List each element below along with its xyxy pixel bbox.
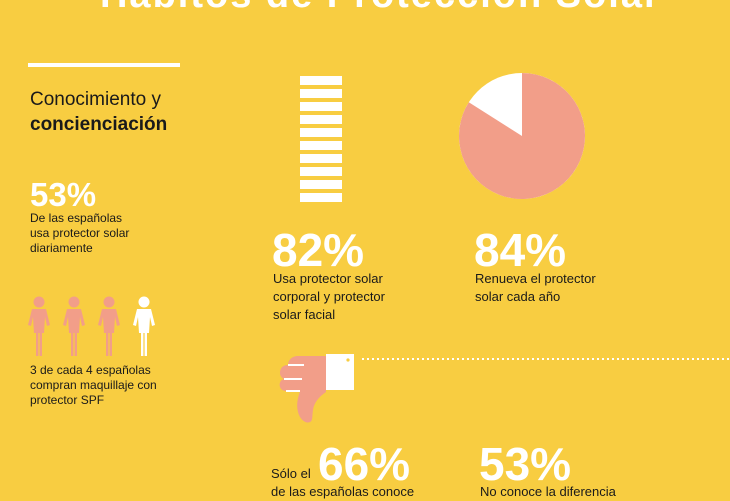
page-title: Hábitos de Protección Solar (100, 0, 659, 17)
makeup-stat-text: 3 de cada 4 españolas compran maquillaje… (30, 363, 157, 408)
body-face-text-line1: Usa protector solar (273, 271, 383, 286)
makeup-text-line1: 3 de cada 4 españolas (30, 363, 151, 377)
section-title-line2: concienciación (30, 114, 168, 135)
body-face-stat-value: 82% (272, 224, 365, 276)
knows-stat-value: 66% (318, 438, 411, 490)
knows-prefix: Sólo el (271, 466, 311, 481)
daily-text-line1: De las españolas (30, 211, 123, 225)
woman-icon (63, 296, 85, 356)
pie-chart-icon (459, 73, 585, 199)
body-face-stat-text: Usa protector solar corporal y protector… (273, 270, 385, 324)
section-title: Conocimiento y concienciación (30, 87, 167, 137)
diff-stat-value: 53% (479, 438, 572, 490)
knows-stat-text: de las españolas conoce (271, 484, 415, 499)
woman-icon (98, 296, 120, 356)
body-face-text-line2: corporal y protector (273, 289, 385, 304)
dotted-divider (362, 358, 730, 360)
makeup-text-line3: protector SPF (30, 393, 105, 407)
renew-stat-value: 84% (474, 224, 567, 276)
renew-stat-text: Renueva el protector solar cada año (475, 270, 596, 306)
bar-stack-icon (300, 76, 342, 202)
woman-icon (28, 296, 50, 356)
woman-icon (133, 296, 155, 356)
section-divider (28, 63, 180, 67)
section-title-line1: Conocimiento y (30, 89, 161, 110)
body-face-text-line3: solar facial (273, 307, 336, 322)
renew-text-line1: Renueva el protector (475, 271, 596, 286)
renew-text-line2: solar cada año (475, 289, 561, 304)
daily-stat-value: 53% (30, 176, 97, 213)
thumbs-cuff (326, 354, 354, 390)
daily-stat-text: De las españolas usa protector solar dia… (30, 211, 129, 256)
daily-text-line2: usa protector solar (30, 226, 130, 240)
diff-stat-text: No conoce la diferencia (480, 484, 616, 499)
thumbs-down-icon (279, 354, 354, 423)
women-icons-row (28, 296, 155, 356)
pie-main-slice (459, 73, 585, 199)
daily-text-line3: diariamente (30, 241, 93, 255)
makeup-text-line2: compran maquillaje con (30, 378, 157, 392)
